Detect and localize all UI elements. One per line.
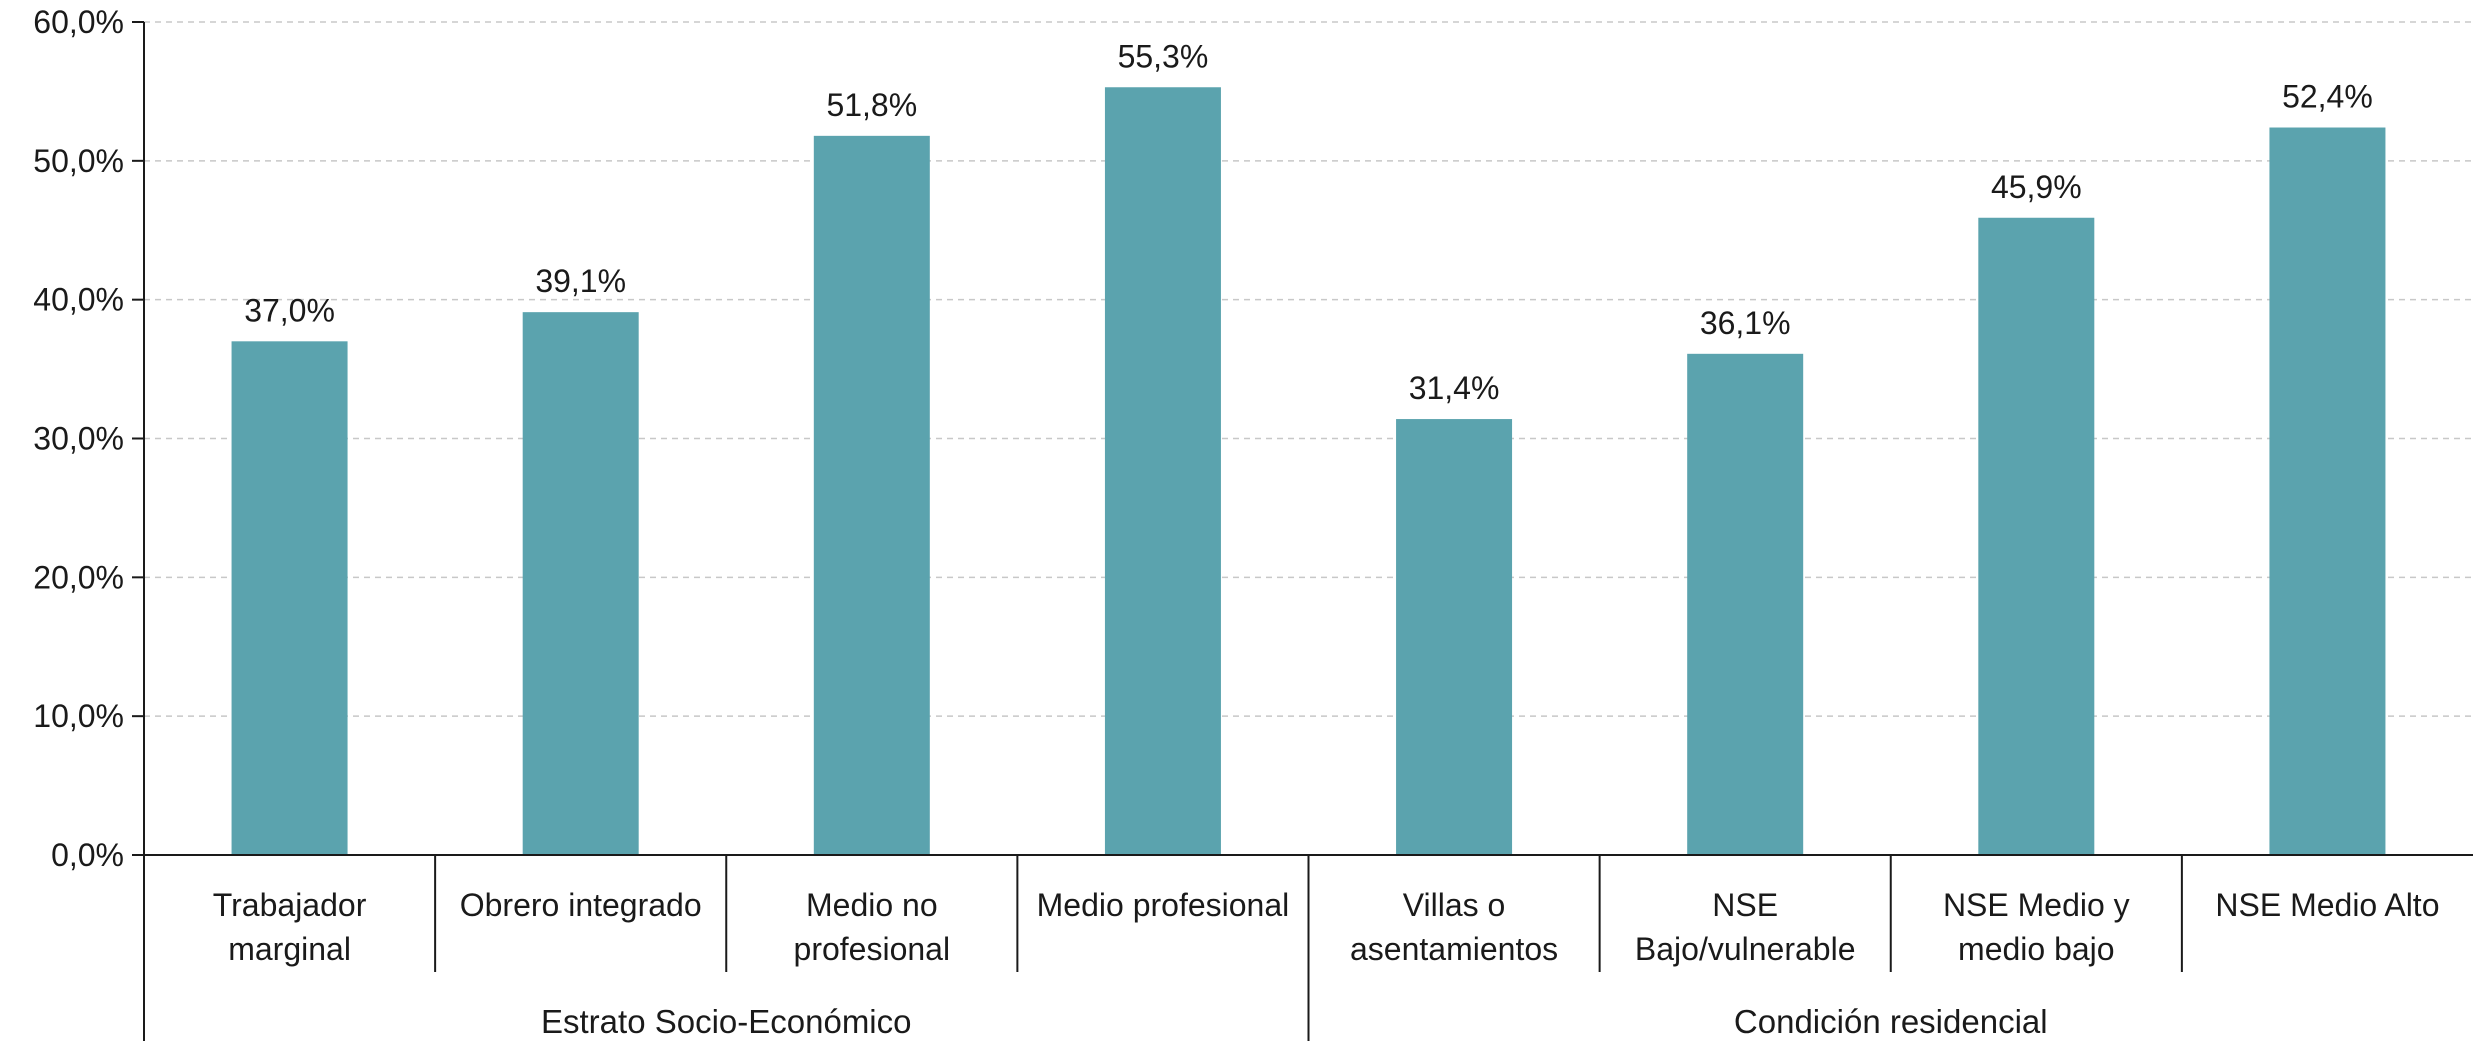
bar xyxy=(232,341,348,855)
category-label: Medio profesional xyxy=(1037,887,1290,923)
data-label: 45,9% xyxy=(1991,169,2082,205)
category-label: profesional xyxy=(794,931,951,967)
category-label: Trabajador xyxy=(213,887,367,923)
category-labels: Trabajador marginal Obrero integrado Medio … xyxy=(213,887,2440,967)
data-label: 37,0% xyxy=(244,292,335,328)
category-label: NSE Medio y xyxy=(1943,887,2130,923)
group-label: Condición residencial xyxy=(1734,1003,2048,1040)
group-labels: Estrato Socio-Económico Condición residen… xyxy=(541,1003,2048,1040)
bar xyxy=(1396,419,1512,855)
group-label: Estrato Socio-Económico xyxy=(541,1003,912,1040)
data-label: 39,1% xyxy=(535,263,626,299)
category-label: Villas o xyxy=(1403,887,1506,923)
y-tick-labels: 0,0% 10,0% 20,0% 30,0% 40,0% 50,0% 60,0% xyxy=(33,4,124,873)
category-label: asentamientos xyxy=(1350,931,1558,967)
data-label: 51,8% xyxy=(826,87,917,123)
data-label: 31,4% xyxy=(1409,370,1500,406)
category-label: NSE Medio Alto xyxy=(2215,887,2439,923)
data-label: 55,3% xyxy=(1118,38,1209,74)
bar xyxy=(1978,218,2094,855)
y-tick-label: 40,0% xyxy=(33,282,124,318)
data-label: 36,1% xyxy=(1700,305,1791,341)
y-tick-label: 60,0% xyxy=(33,4,124,40)
y-tick-label: 20,0% xyxy=(33,559,124,595)
bar xyxy=(2269,128,2385,855)
y-tick-label: 30,0% xyxy=(33,421,124,457)
y-tick-label: 50,0% xyxy=(33,143,124,179)
y-tick-label: 10,0% xyxy=(33,698,124,734)
category-label: NSE xyxy=(1712,887,1778,923)
category-label: Medio no xyxy=(806,887,938,923)
category-label: Obrero integrado xyxy=(460,887,702,923)
gridlines xyxy=(144,22,2473,716)
category-label: marginal xyxy=(228,931,351,967)
category-label: medio bajo xyxy=(1958,931,2115,967)
category-label: Bajo/vulnerable xyxy=(1635,931,1856,967)
data-label: 52,4% xyxy=(2282,79,2373,115)
bar xyxy=(523,312,639,855)
bar xyxy=(1105,87,1221,855)
bar xyxy=(814,136,930,855)
y-tick-label: 0,0% xyxy=(51,837,124,873)
bar xyxy=(1687,354,1803,855)
